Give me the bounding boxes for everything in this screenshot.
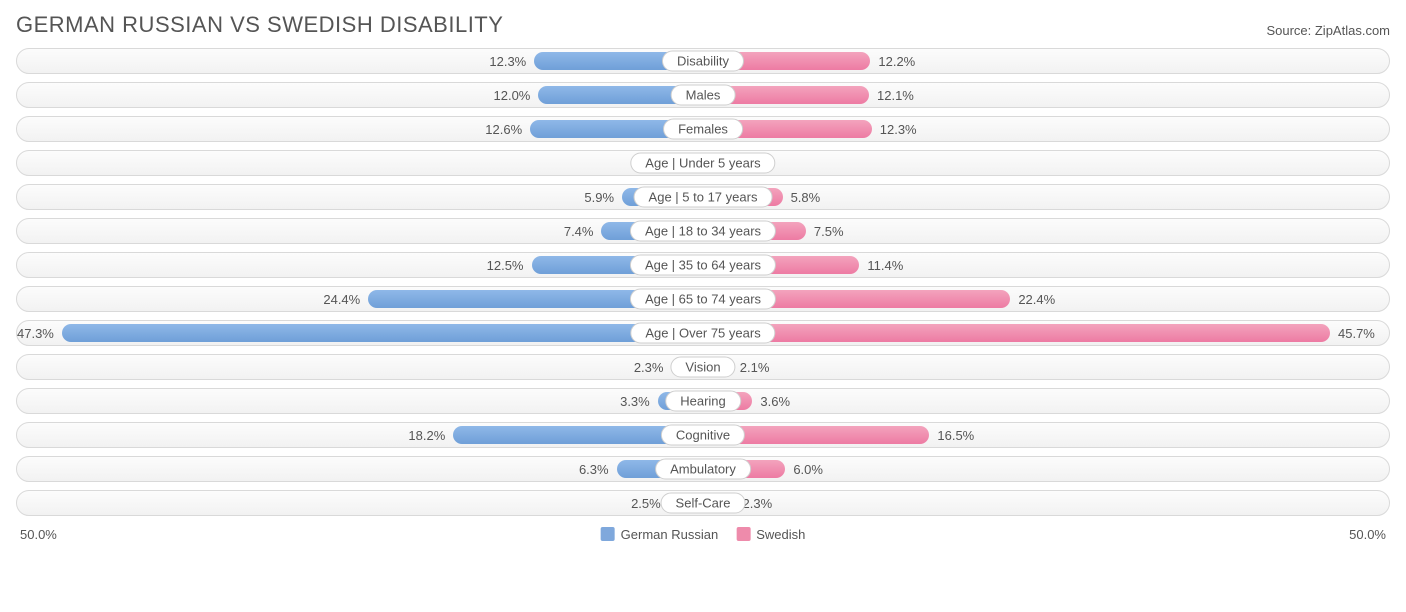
- row-left-half: 6.3%: [17, 457, 703, 481]
- chart-row: 3.3% 3.6% Hearing: [16, 388, 1390, 414]
- left-value: 18.2%: [408, 428, 445, 443]
- chart-row: 12.6% 12.3% Females: [16, 116, 1390, 142]
- right-value: 7.5%: [814, 224, 844, 239]
- row-right-half: 22.4%: [703, 287, 1389, 311]
- chart-row: 47.3% 45.7% Age | Over 75 years: [16, 320, 1390, 346]
- row-label: Age | 35 to 64 years: [630, 255, 776, 276]
- row-right-half: 12.1%: [703, 83, 1389, 107]
- row-left-half: 47.3%: [17, 321, 703, 345]
- left-value: 2.5%: [631, 496, 661, 511]
- legend-item-right: Swedish: [736, 527, 805, 542]
- left-value: 12.6%: [485, 122, 522, 137]
- row-right-half: 16.5%: [703, 423, 1389, 447]
- left-value: 7.4%: [564, 224, 594, 239]
- row-label: Age | 65 to 74 years: [630, 289, 776, 310]
- chart-row: 6.3% 6.0% Ambulatory: [16, 456, 1390, 482]
- chart-row: 12.5% 11.4% Age | 35 to 64 years: [16, 252, 1390, 278]
- row-left-half: 12.5%: [17, 253, 703, 277]
- row-right-half: 45.7%: [703, 321, 1389, 345]
- row-label: Self-Care: [661, 493, 746, 514]
- row-left-half: 2.5%: [17, 491, 703, 515]
- legend-swatch-left: [601, 527, 615, 541]
- chart-footer: 50.0% German Russian Swedish 50.0%: [16, 524, 1390, 544]
- legend-swatch-right: [736, 527, 750, 541]
- right-value: 22.4%: [1018, 292, 1055, 307]
- row-left-half: 3.3%: [17, 389, 703, 413]
- left-value: 12.0%: [494, 88, 531, 103]
- row-left-half: 1.6%: [17, 151, 703, 175]
- row-right-half: 12.3%: [703, 117, 1389, 141]
- axis-left-label: 50.0%: [20, 527, 57, 542]
- chart-row: 2.3% 2.1% Vision: [16, 354, 1390, 380]
- row-label: Vision: [670, 357, 735, 378]
- left-value: 12.3%: [489, 54, 526, 69]
- row-label: Age | Under 5 years: [630, 153, 775, 174]
- left-value: 5.9%: [584, 190, 614, 205]
- left-bar: [62, 324, 703, 342]
- diverging-bar-chart: 12.3% 12.2% Disability 12.0% 12.1% Males 12.6%…: [16, 48, 1390, 516]
- legend-item-left: German Russian: [601, 527, 719, 542]
- legend-label-left: German Russian: [621, 527, 719, 542]
- left-value: 3.3%: [620, 394, 650, 409]
- left-value: 47.3%: [17, 326, 54, 341]
- row-right-half: 1.6%: [703, 151, 1389, 175]
- right-value: 2.1%: [740, 360, 770, 375]
- chart-row: 12.0% 12.1% Males: [16, 82, 1390, 108]
- row-label: Age | 18 to 34 years: [630, 221, 776, 242]
- row-left-half: 5.9%: [17, 185, 703, 209]
- chart-row: 24.4% 22.4% Age | 65 to 74 years: [16, 286, 1390, 312]
- row-label: Disability: [662, 51, 744, 72]
- row-left-half: 2.3%: [17, 355, 703, 379]
- right-value: 16.5%: [937, 428, 974, 443]
- row-label: Age | 5 to 17 years: [634, 187, 773, 208]
- chart-source: Source: ZipAtlas.com: [1266, 23, 1390, 38]
- chart-row: 7.4% 7.5% Age | 18 to 34 years: [16, 218, 1390, 244]
- chart-header: GERMAN RUSSIAN VS SWEDISH DISABILITY Sou…: [16, 12, 1390, 38]
- row-label: Hearing: [665, 391, 741, 412]
- right-value: 12.1%: [877, 88, 914, 103]
- row-right-half: 5.8%: [703, 185, 1389, 209]
- row-left-half: 12.0%: [17, 83, 703, 107]
- right-value: 2.3%: [743, 496, 773, 511]
- row-left-half: 12.6%: [17, 117, 703, 141]
- left-value: 2.3%: [634, 360, 664, 375]
- row-label: Males: [671, 85, 736, 106]
- row-right-half: 3.6%: [703, 389, 1389, 413]
- row-right-half: 12.2%: [703, 49, 1389, 73]
- right-value: 3.6%: [760, 394, 790, 409]
- left-value: 12.5%: [487, 258, 524, 273]
- chart-row: 12.3% 12.2% Disability: [16, 48, 1390, 74]
- legend: German Russian Swedish: [601, 527, 806, 542]
- row-left-half: 24.4%: [17, 287, 703, 311]
- chart-title: GERMAN RUSSIAN VS SWEDISH DISABILITY: [16, 12, 503, 38]
- row-right-half: 2.1%: [703, 355, 1389, 379]
- left-value: 24.4%: [323, 292, 360, 307]
- chart-row: 2.5% 2.3%Self-Care: [16, 490, 1390, 516]
- legend-label-right: Swedish: [756, 527, 805, 542]
- right-value: 6.0%: [793, 462, 823, 477]
- row-label: Age | Over 75 years: [630, 323, 775, 344]
- chart-row: 18.2% 16.5% Cognitive: [16, 422, 1390, 448]
- right-value: 5.8%: [791, 190, 821, 205]
- axis-right-label: 50.0%: [1349, 527, 1386, 542]
- row-left-half: 7.4%: [17, 219, 703, 243]
- left-value: 6.3%: [579, 462, 609, 477]
- right-bar: [703, 324, 1330, 342]
- row-right-half: 2.3%: [703, 491, 1389, 515]
- right-value: 11.4%: [867, 258, 903, 273]
- right-value: 12.2%: [878, 54, 915, 69]
- right-value: 45.7%: [1338, 326, 1375, 341]
- row-label: Females: [663, 119, 743, 140]
- row-left-half: 18.2%: [17, 423, 703, 447]
- row-left-half: 12.3%: [17, 49, 703, 73]
- row-label: Ambulatory: [655, 459, 751, 480]
- row-right-half: 7.5%: [703, 219, 1389, 243]
- chart-row: 5.9% 5.8% Age | 5 to 17 years: [16, 184, 1390, 210]
- row-right-half: 11.4%: [703, 253, 1389, 277]
- chart-row: 1.6%1.6%Age | Under 5 years: [16, 150, 1390, 176]
- right-value: 12.3%: [880, 122, 917, 137]
- row-label: Cognitive: [661, 425, 745, 446]
- row-right-half: 6.0%: [703, 457, 1389, 481]
